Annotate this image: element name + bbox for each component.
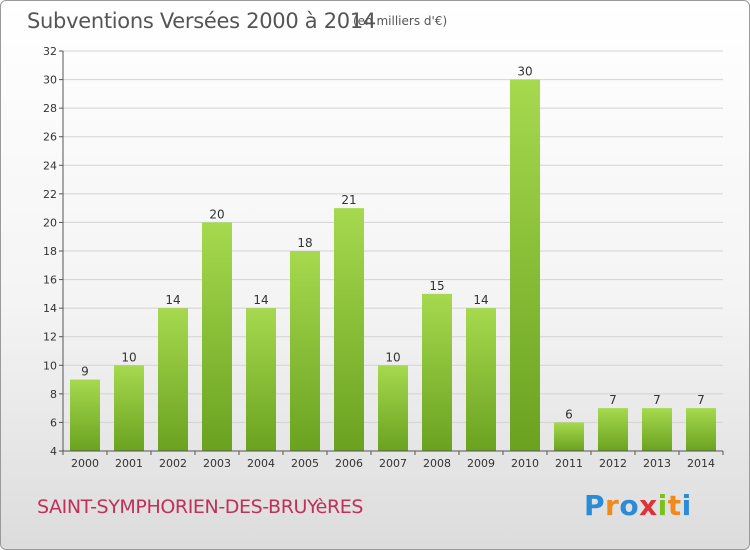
x-tick-label: 2013: [643, 457, 671, 470]
bar-value-label: 6: [565, 407, 573, 421]
y-tick-label: 26: [43, 131, 57, 144]
y-tick-label: 10: [43, 359, 57, 372]
bar-2002: [158, 308, 188, 451]
y-tick-label: 6: [50, 416, 57, 429]
bar-2009: [466, 308, 496, 451]
bar-value-label: 7: [697, 393, 705, 407]
y-tick-label: 32: [43, 45, 57, 58]
bar-2000: [70, 379, 100, 451]
x-tick-label: 2007: [379, 457, 407, 470]
x-tick-label: 2009: [467, 457, 495, 470]
axes: 4 6 8 10 12 14 16 18 20 22 24 26 28 30 32 2000 2001 2002 2…: [43, 45, 724, 470]
bar-value-label: 14: [473, 293, 488, 307]
bar-value-label: 30: [517, 65, 532, 79]
y-tick-label: 28: [43, 102, 57, 115]
bar-value-label: 15: [429, 279, 444, 293]
y-tick-label: 14: [43, 302, 57, 315]
bar-value-label: 20: [209, 207, 224, 221]
chart-title: Subventions Versées 2000 à 2014: [27, 9, 376, 33]
y-tick-label: 20: [43, 216, 57, 229]
x-tick-label: 2012: [599, 457, 627, 470]
x-tick-label: 2010: [511, 457, 539, 470]
bar-2001: [114, 365, 144, 451]
x-tick-label: 2006: [335, 457, 363, 470]
bar-value-label: 10: [121, 350, 136, 364]
x-tick-label: 2014: [687, 457, 715, 470]
x-tick-label: 2002: [159, 457, 187, 470]
y-tick-label: 24: [43, 159, 57, 172]
x-tick-label: 2004: [247, 457, 275, 470]
bar-2007: [378, 365, 408, 451]
x-tick-label: 2008: [423, 457, 451, 470]
proxiti-logo[interactable]: Proxiti: [584, 489, 692, 522]
bars: 9 10 14 20 14 18 21 10 15 14 30 6 7 7 7: [70, 65, 716, 452]
x-tick-label: 2005: [291, 457, 319, 470]
bar-2012: [598, 408, 628, 451]
bar-value-label: 7: [653, 393, 661, 407]
y-tick-label: 18: [43, 245, 57, 258]
bar-2006: [334, 208, 364, 451]
bar-2013: [642, 408, 672, 451]
logo-letter: i: [657, 489, 668, 522]
bar-value-label: 14: [253, 293, 268, 307]
commune-name: SAINT-SYMPHORIEN-DES-BRUYèRES: [37, 496, 364, 518]
bar-2008: [422, 293, 452, 451]
bar-value-label: 18: [297, 236, 312, 250]
bar-value-label: 7: [609, 393, 617, 407]
y-tick-label: 12: [43, 331, 57, 344]
bar-value-label: 9: [81, 365, 89, 379]
y-tick-label: 30: [43, 74, 57, 87]
y-tick-label: 16: [43, 274, 57, 287]
bar-2011: [554, 422, 584, 451]
x-tick-label: 2003: [203, 457, 231, 470]
bar-2014: [686, 408, 716, 451]
bar-value-label: 10: [385, 350, 400, 364]
logo-letter: i: [681, 489, 692, 522]
logo-letter: x: [639, 489, 658, 522]
logo-letter: o: [619, 489, 640, 522]
bar-2010: [510, 79, 540, 452]
logo-letter: r: [605, 489, 620, 522]
bar-2005: [290, 251, 320, 451]
bar-2003: [202, 222, 232, 451]
x-tick-label: 2011: [555, 457, 583, 470]
chart-subtitle: (en milliers d'€): [353, 14, 448, 28]
y-tick-label: 4: [50, 445, 57, 458]
y-tick-label: 8: [50, 388, 57, 401]
y-tick-label: 22: [43, 188, 57, 201]
x-tick-label: 2001: [115, 457, 143, 470]
logo-letter: t: [667, 489, 682, 522]
x-tick-label: 2000: [71, 457, 99, 470]
bar-value-label: 14: [165, 293, 180, 307]
bar-value-label: 21: [341, 193, 356, 207]
logo-letter: P: [584, 489, 606, 522]
bar-2004: [246, 308, 276, 451]
